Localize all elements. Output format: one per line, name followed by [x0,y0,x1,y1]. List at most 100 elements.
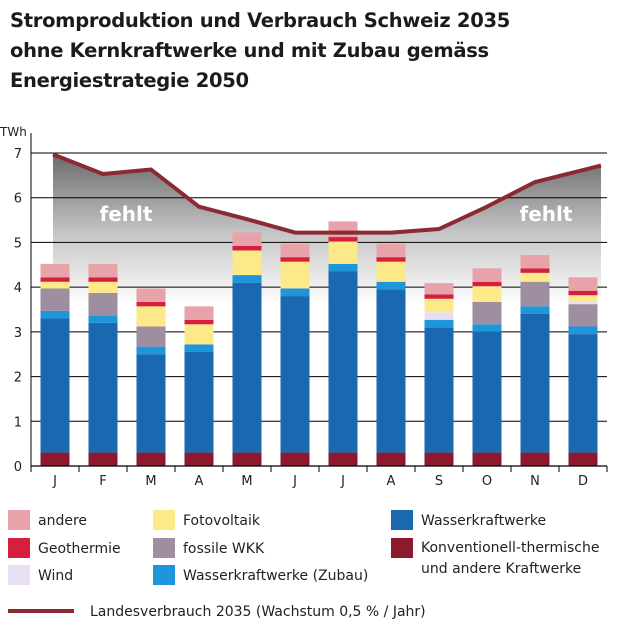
bar-segment [328,241,358,264]
bar-segment [184,344,214,352]
bar-segment [232,250,262,276]
bar-segment [232,452,262,466]
legend-item-fossile-wkk: fossile WKK [153,538,264,560]
bar-segment [184,306,214,320]
bar-segment [328,263,358,272]
legend-swatch-wind [8,565,30,585]
legend-swatch-konventionell [391,538,413,558]
y-tick-label: 4 [14,281,22,296]
legend-label-wasser-zubau: Wasserkraftwerke (Zubau) [183,568,369,584]
bar-segment [136,354,166,453]
bar-segment [328,271,358,453]
bar-segment [328,237,358,242]
bar-segment [40,288,70,311]
bar-segment [568,295,598,302]
bar-segment [376,289,406,453]
bar-segment [520,313,550,453]
bar-segment [424,452,454,466]
bar-segment [568,301,598,305]
legend-item-geothermie: Geothermie [8,538,121,560]
bar-segment [424,294,454,299]
bar-segment [184,351,214,453]
y-tick-label: 3 [14,326,22,341]
legend-label-geothermie: Geothermie [38,541,121,557]
legend-label-konventionell-line1: Konventionell-thermische [421,540,600,556]
bar-segment [280,452,310,466]
bar-segment [88,292,118,316]
bar-segment [568,334,598,453]
x-tick-label: A [195,474,204,489]
bar-segment [136,301,166,307]
y-tick-label: 2 [14,371,22,386]
bar-segment [472,281,502,287]
title-line-2: ohne Kernkraftwerke und mit Zubau gemäss [10,39,489,62]
bar-segment [376,257,406,262]
x-tick-label: O [482,474,492,489]
bar-segment [472,324,502,332]
legend-label-konventionell-line2: und andere Kraftwerke [421,561,582,577]
bar-segment [424,327,454,453]
bar-segment [472,452,502,466]
bar-segment [280,288,310,297]
consumption-line [52,152,602,235]
bar-segment [424,283,454,295]
bar-segment [520,306,550,314]
bar-segment [520,268,550,273]
bar-segment [376,281,406,290]
bar-segment [232,282,262,453]
bar-segment [136,326,166,347]
bar-segment [280,243,310,258]
y-tick-label: 7 [14,147,22,162]
bar-segment [184,452,214,466]
bar-segment [328,452,358,466]
bar-segment [424,298,454,313]
bar-segment [568,304,598,327]
bar-segment [40,452,70,466]
bar-segment [40,281,70,289]
bar-segment [88,263,118,278]
x-tick-label: A [387,474,396,489]
bar-segment [568,452,598,466]
y-tick-label: 0 [14,460,22,475]
legend-swatch-geothermie [8,538,30,558]
legend-item-wasserkraftwerke: Wasserkraftwerke [391,510,546,532]
legend-item-fotovoltaik: Fotovoltaik [153,510,260,532]
y-tick-label: 1 [14,415,22,430]
bar-segment [280,261,310,289]
bar-segment [520,281,550,307]
stacked-bar-chart: 0 1 2 3 4 5 6 7 TWh J F M A M J J A S O N D fehlt fehlt [0,125,608,489]
legend-item-wasser-zubau: Wasserkraftwerke (Zubau) [153,565,368,587]
bar-segment [568,290,598,296]
bar-segment [136,452,166,466]
x-tick-label: J [292,474,297,489]
legend-label-andere: andere [38,513,88,529]
bar-segment [232,246,262,251]
bar-segment [232,232,262,247]
x-tick-label: M [241,474,252,489]
x-tick-label: F [99,474,106,489]
legend-label-wasserkraftwerke: Wasserkraftwerke [421,513,547,529]
chart-title: Stromproduktion und Verbrauch Schweiz 20… [10,6,610,96]
legend-label-fotovoltaik: Fotovoltaik [183,513,260,529]
title-line-1: Stromproduktion und Verbrauch Schweiz 20… [10,9,510,32]
x-tick-label: M [145,474,156,489]
bar-segment [184,319,214,325]
bar-segment [376,452,406,466]
legend-label-fossile-wkk: fossile WKK [183,541,265,557]
y-tick-label: 6 [14,192,22,207]
deficit-annotation: fehlt [100,202,153,226]
bar-segment [424,319,454,328]
bar-segment [520,254,550,269]
y-axis-unit: TWh [0,125,27,139]
bar-segment [40,277,70,282]
x-tick-label: J [52,474,57,489]
legend-swatch-landesverbrauch [8,609,74,613]
bar-segment [376,261,406,282]
legend-item-konventionell: Konventionell-thermische und andere Kraf… [391,538,599,580]
legend-label-konventionell: Konventionell-thermische und andere Kraf… [421,538,599,580]
bar-segment [88,277,118,282]
bar-segment [328,221,358,238]
bar-segment [472,286,502,302]
bar-segment [472,331,502,453]
bar-segment [472,268,502,282]
